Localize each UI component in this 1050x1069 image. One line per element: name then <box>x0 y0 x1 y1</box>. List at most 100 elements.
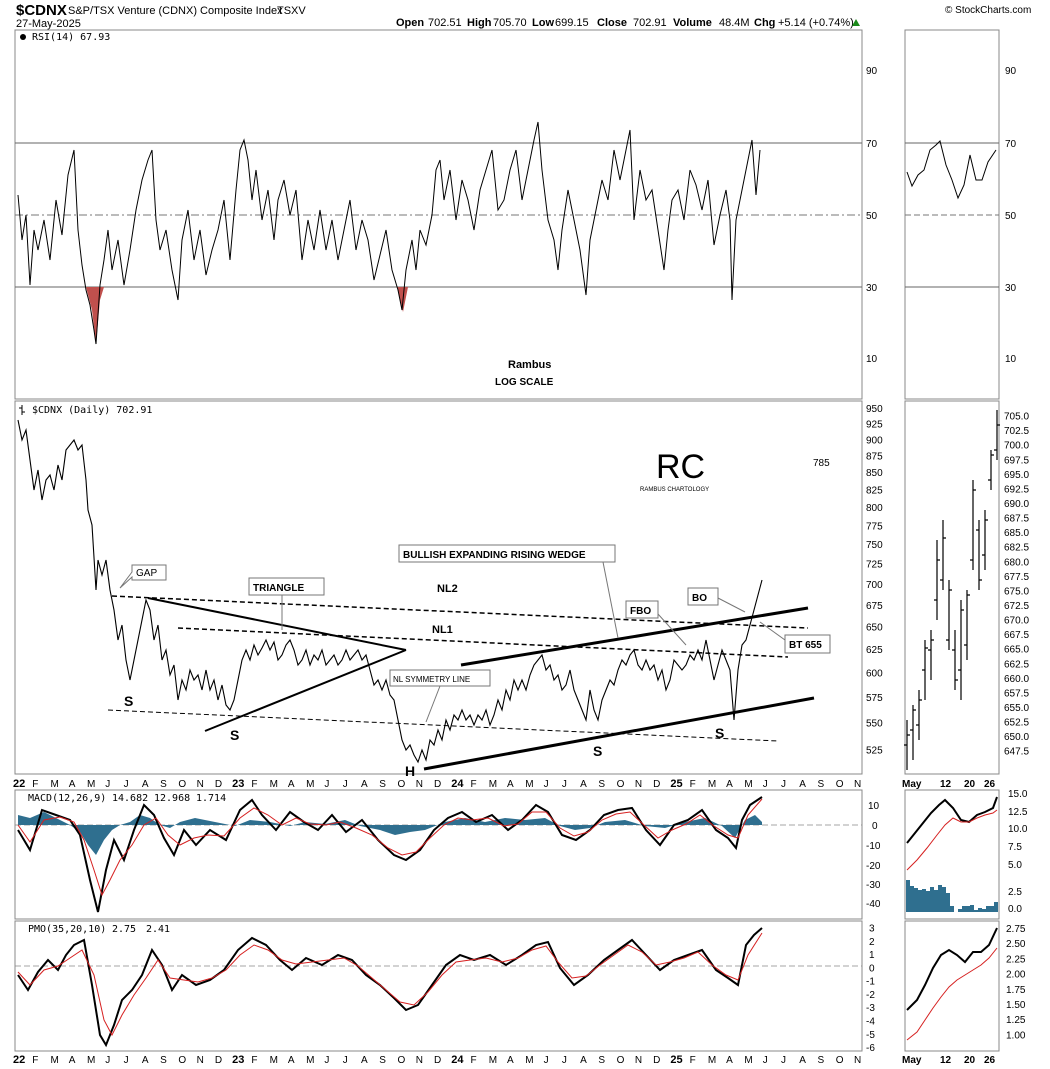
zoom-pmo-tick: 2.25 <box>1006 954 1026 965</box>
zoom-pmo-tick: 1.50 <box>1006 1000 1026 1011</box>
zoom-price-tick: 680.0 <box>1004 557 1029 568</box>
close-label: Close <box>597 17 627 29</box>
zoom-price-tick: 682.5 <box>1004 543 1029 554</box>
pmo-signal-value: 2.41 <box>146 924 170 935</box>
rsi-legend-dot <box>20 34 26 40</box>
zoom-pmo-tick: 1.25 <box>1006 1015 1026 1026</box>
x-tick-label: J <box>544 779 549 790</box>
x-tick-label: F <box>32 1055 38 1066</box>
zoom-rsi-tick: 30 <box>1005 283 1017 294</box>
x-tick-label: 22 <box>13 1054 25 1066</box>
x-axis-bottom: 22 F M A M J J A S O N D 23 F M A M J J A S O N D 24 F M A M J J A S O N D 2… <box>13 1054 861 1066</box>
x-axis-top: 22 F M A M J J A S O N D 23 F M A M J J A S O N D 24 F M A M J J A S O N D 2… <box>13 778 861 790</box>
x-tick-label: A <box>507 779 514 790</box>
shoulder-label-1: S <box>124 693 133 709</box>
price-tick: 825 <box>866 485 883 496</box>
x-tick-label: J <box>781 1055 786 1066</box>
pmo-tick: 0 <box>869 963 875 974</box>
x-tick-label: J <box>763 779 768 790</box>
x-tick-label: N <box>416 1055 423 1066</box>
zoom-price-tick: 695.0 <box>1004 470 1029 481</box>
x-tick-label: D <box>215 779 222 790</box>
zoom-pmo-tick: 2.50 <box>1006 939 1026 950</box>
nl2-neckline <box>111 595 809 629</box>
pmo-tick: -4 <box>866 1016 875 1027</box>
x-tick-label: O <box>836 779 844 790</box>
rambus-logo: RC RAMBUS CHARTOLOGY <box>640 448 709 493</box>
x-tick-label: A <box>580 779 587 790</box>
bo-callout: BO <box>687 587 746 613</box>
zoom-macd-line <box>906 796 998 844</box>
zoom-price-bars <box>904 410 1000 770</box>
zoom-x-label: 12 <box>940 779 952 790</box>
pmo-tick: 3 <box>869 924 875 935</box>
x-tick-label: J <box>105 779 110 790</box>
x-tick-label: J <box>343 779 348 790</box>
x-tick-label: M <box>708 779 716 790</box>
zoom-macd-tick: 15.0 <box>1008 789 1028 800</box>
fbo-label: FBO <box>630 606 651 617</box>
zoom-pmo-tick: 1.75 <box>1006 985 1026 996</box>
zoom-x-label: May <box>902 779 922 790</box>
price-tick: 700 <box>866 580 883 591</box>
x-tick-label: D <box>653 1055 660 1066</box>
chg-label: Chg <box>754 17 775 29</box>
zoom-x-label: 20 <box>964 779 976 790</box>
triangle-callout: TRIANGLE <box>248 577 325 630</box>
price-tick: 800 <box>866 503 883 514</box>
x-tick-label: D <box>653 779 660 790</box>
price-panel: $CDNX (Daily) 702.91 GAP TRIANGLE BULLIS… <box>17 404 883 779</box>
zoom-x-label: May <box>902 1055 922 1066</box>
close-value: 702.91 <box>633 17 667 29</box>
volume-value: 48.4M <box>719 17 750 29</box>
wedge-callout: BULLISH EXPANDING RISING WEDGE <box>398 544 619 639</box>
zoom-price-tick: 652.5 <box>1004 718 1029 729</box>
x-tick-label: S <box>160 779 167 790</box>
x-tick-label: N <box>197 779 204 790</box>
x-tick-label: A <box>142 779 149 790</box>
price-tick: 950 <box>866 404 883 415</box>
high-value: 705.70 <box>493 17 527 29</box>
pmo-label: PMO(35,20,10) <box>28 924 106 935</box>
x-tick-label: J <box>124 1055 129 1066</box>
x-tick-label: S <box>817 1055 824 1066</box>
x-tick-label: M <box>744 779 752 790</box>
wedge-lower <box>423 696 815 771</box>
x-tick-label: N <box>635 1055 642 1066</box>
low-value: 699.15 <box>555 17 589 29</box>
chart-date: 27-May-2025 <box>16 18 81 30</box>
x-tick-label: J <box>781 779 786 790</box>
symmetry-callout: NL SYMMETRY LINE <box>389 669 491 723</box>
macd-line <box>17 796 763 913</box>
zoom-rsi-tick: 90 <box>1005 66 1017 77</box>
x-tick-label: O <box>397 779 405 790</box>
exchange-code: TSXV <box>277 5 306 17</box>
rsi-tick: 50 <box>866 211 878 222</box>
x-tick-label: N <box>854 779 861 790</box>
x-tick-label: M <box>744 1055 752 1066</box>
nl1-neckline <box>177 627 789 658</box>
pmo-tick: -5 <box>866 1030 875 1041</box>
zoom-macd-tick: 2.5 <box>1008 887 1022 898</box>
zoom-price-tick: 700.0 <box>1004 441 1029 452</box>
price-tick: 525 <box>866 745 883 756</box>
price-tick: 625 <box>866 645 883 656</box>
x-tick-label: J <box>105 1055 110 1066</box>
x-tick-label: 22 <box>13 778 25 790</box>
gap-callout: GAP <box>119 564 167 589</box>
zoom-macd-tick: 10.0 <box>1008 824 1028 835</box>
x-tick-label: S <box>379 779 386 790</box>
low-label: Low <box>532 17 554 29</box>
zoom-price-tick: 702.5 <box>1004 426 1029 437</box>
triangle-label: TRIANGLE <box>253 583 304 594</box>
x-tick-label: A <box>507 1055 514 1066</box>
rsi-line <box>17 121 761 345</box>
x-tick-label: M <box>51 1055 59 1066</box>
price-tick: 575 <box>866 693 883 704</box>
logo-letters: RC <box>656 448 705 486</box>
pmo-panel: PMO(35,20,10) 2.75 2.41 3 2 1 0 -1 -2 -3 -4 -5 -6 <box>15 924 875 1054</box>
symbol-title: $CDNX <box>16 2 67 19</box>
x-tick-label: 23 <box>232 1054 244 1066</box>
zoom-price-tick: 677.5 <box>1004 572 1029 583</box>
